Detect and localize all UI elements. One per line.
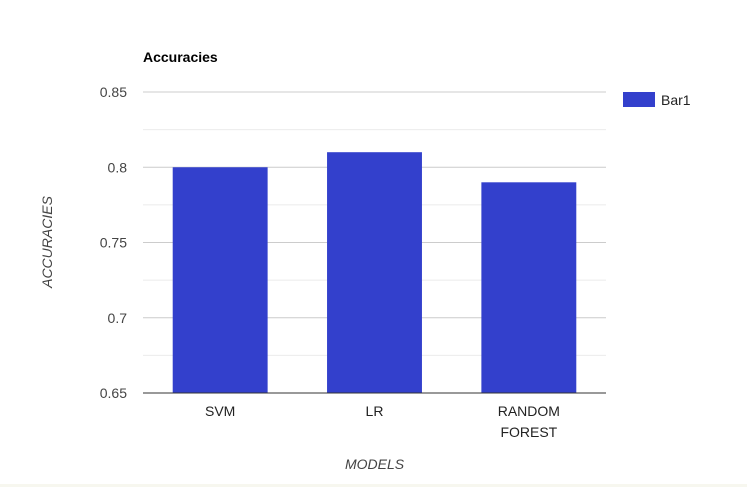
x-tick-label-line: RANDOM: [498, 403, 560, 419]
bars: [172, 152, 577, 393]
y-tick-label: 0.7: [108, 310, 128, 326]
chart-title: Accuracies: [143, 49, 218, 65]
legend-label-bar1: Bar1: [661, 92, 691, 108]
x-tick-label: SVM: [205, 403, 235, 419]
x-tick-label: LR: [366, 403, 384, 419]
bottom-divider: [0, 484, 747, 487]
y-axis-title: ACCURACIES: [39, 195, 55, 288]
x-axis-tick-labels: SVM LR RANDOM FOREST: [205, 403, 560, 440]
x-tick-label: RANDOM FOREST: [498, 403, 560, 440]
legend: Bar1: [623, 92, 691, 108]
y-tick-label: 0.65: [100, 385, 127, 401]
x-tick-label-line: FOREST: [500, 424, 557, 440]
legend-swatch-bar1: [623, 92, 655, 107]
x-axis-title: MODELS: [345, 456, 405, 472]
bar-random-forest: [481, 182, 577, 393]
y-tick-label: 0.85: [100, 84, 127, 100]
x-tick-label-line: LR: [366, 403, 384, 419]
x-tick-label-line: SVM: [205, 403, 235, 419]
bar-svm: [172, 167, 268, 393]
y-tick-label: 0.8: [108, 159, 128, 175]
bar-lr: [327, 152, 422, 393]
y-axis-tick-labels: 0.65 0.7 0.75 0.8 0.85: [100, 84, 127, 401]
y-tick-label: 0.75: [100, 235, 127, 251]
